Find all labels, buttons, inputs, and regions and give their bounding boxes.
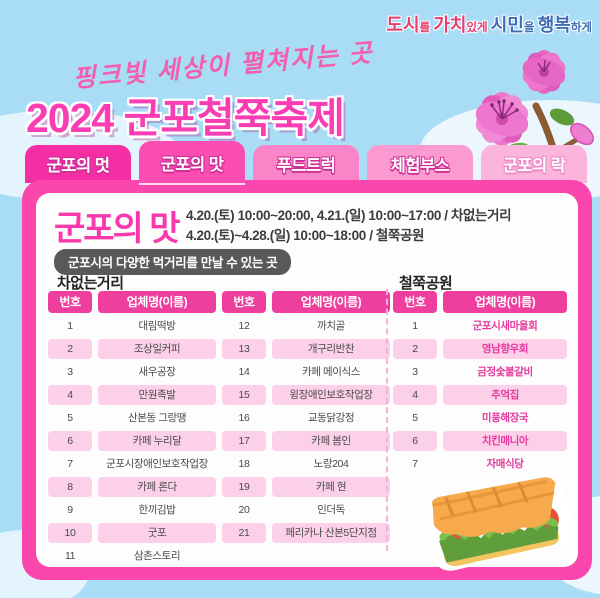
- vendor-name-cell: 미풍해장국: [481, 412, 529, 424]
- vendor-no-cell: 20: [238, 504, 250, 516]
- vendor-no-cell: 11: [64, 550, 76, 562]
- car-free-street-label: 차없는거리: [57, 275, 124, 292]
- vendor-name-cell: 윙장애인보호작업장: [272, 385, 390, 405]
- tab-bar: 군포의 멋 군포의 맛 푸드트럭 체험부스 군포의 락: [25, 141, 595, 185]
- vendor-no-cell: 14: [238, 366, 250, 378]
- vendor-no-cell: 1: [67, 320, 73, 332]
- vendor-name-cell: 카페 봄인: [272, 431, 390, 451]
- car-free-street-header: 차없는거리: [54, 272, 124, 293]
- vendor-no-cell: 9: [67, 504, 73, 516]
- city-slogan: 도시를 가치있게 시민을 행복하게: [386, 11, 592, 37]
- slogan-segment: 있게: [466, 22, 491, 34]
- slogan-segment: 도시: [386, 15, 420, 35]
- schedule-line-2: 4.20.(토)~4.28.(일) 10:00~18:00 / 철쭉공원: [186, 228, 424, 244]
- slogan-segment: 를: [419, 22, 434, 34]
- vendor-name-cell: 한끼김밥: [138, 504, 176, 516]
- vendor-name-cell: 추억집: [443, 385, 567, 405]
- vendor-no-cell: 5: [67, 412, 73, 424]
- vendor-name-cell: 카페 메이식스: [301, 366, 361, 378]
- column-header-name: 업체명(이름): [443, 291, 567, 313]
- vendor-name-cell: 인더독: [317, 504, 345, 516]
- sandwich-illustration: [425, 473, 576, 571]
- vendor-no-cell: 7: [67, 458, 73, 470]
- vendor-no-cell: 10: [48, 523, 92, 543]
- subtitle-pill: 군포시의 다양한 먹거리를 만날 수 있는 곳: [54, 249, 292, 275]
- vendor-name-cell: 만원족발: [98, 385, 216, 405]
- vendor-no-cell: 17: [222, 431, 266, 451]
- schedule-text: 4.20.(토) 10:00~20:00, 4.21.(일) 10:00~17:…: [186, 206, 512, 247]
- column-header-no: 번호: [48, 291, 92, 313]
- section-title: 군포의 맛: [54, 210, 181, 248]
- slogan-segment: 시민: [490, 15, 524, 35]
- festival-title: 2024 군포철쭉축제: [26, 95, 345, 141]
- vendor-no-cell: [222, 546, 266, 566]
- azalea-park-label: 철쭉공원: [399, 275, 453, 292]
- vendor-name-cell: 페리카나 산본5단지점: [272, 523, 390, 543]
- vendor-name-cell: 교동닭강정: [307, 412, 355, 424]
- vendor-name-cell: 카페 론다: [98, 477, 216, 497]
- vendor-no-cell: 4: [48, 385, 92, 405]
- tab-experience-booth[interactable]: 체험부스: [367, 145, 473, 183]
- vendor-name-cell: 까치골: [317, 320, 345, 332]
- vendor-no-cell: 15: [222, 385, 266, 405]
- vendor-no-cell: 13: [222, 339, 266, 359]
- vendor-name-cell: 카페 현: [272, 477, 390, 497]
- vendor-name-cell: 영남향우회: [443, 339, 567, 359]
- column-header-no: 번호: [222, 291, 266, 313]
- tab-gunpo-mat[interactable]: 군포의 맛: [139, 141, 245, 185]
- vendor-name-cell: 자매식당: [486, 458, 524, 470]
- vendor-no-cell: 12: [238, 320, 250, 332]
- vendor-no-cell: 4: [393, 385, 437, 405]
- azalea-park-table: 번호 업체명(이름) 1 군포시새마을회 2 영남향우회 3 금정숯불갈비 4 추억집 5 미풍해장국…: [393, 291, 567, 474]
- vendor-no-cell: 7: [412, 458, 418, 470]
- tab-food-truck[interactable]: 푸드트럭: [253, 145, 359, 183]
- slogan-segment: 을: [523, 22, 538, 34]
- dashed-divider: [386, 289, 388, 551]
- vendor-no-cell: 21: [222, 523, 266, 543]
- content-panel: 군포의 맛 4.20.(토) 10:00~20:00, 4.21.(일) 10:…: [22, 180, 592, 580]
- vendor-no-cell: 8: [48, 477, 92, 497]
- vendor-name-cell: 산본동 그랑땡: [127, 412, 187, 424]
- slogan-segment: 가치: [433, 15, 467, 35]
- vendor-no-cell: 3: [412, 366, 418, 378]
- vendor-name-cell: 노랑204: [313, 458, 349, 470]
- vendor-name-cell: 대림떡방: [138, 320, 176, 332]
- vendor-name-cell: 굿포: [98, 523, 216, 543]
- vendor-no-cell: 6: [48, 431, 92, 451]
- vendor-no-cell: 6: [393, 431, 437, 451]
- azalea-park-header: 철쭉공원: [396, 272, 453, 293]
- vendor-name-cell: 치킨매니아: [443, 431, 567, 451]
- tab-gunpo-mot[interactable]: 군포의 멋: [25, 145, 131, 183]
- vendor-no-cell: 19: [222, 477, 266, 497]
- vendor-no-cell: 3: [67, 366, 73, 378]
- vendor-name-cell: 삼촌스토리: [133, 550, 181, 562]
- content-inner: 군포의 맛 4.20.(토) 10:00~20:00, 4.21.(일) 10:…: [36, 193, 578, 571]
- vendor-no-cell: 16: [238, 412, 250, 424]
- schedule-line-1: 4.20.(토) 10:00~20:00, 4.21.(일) 10:00~17:…: [186, 208, 512, 223]
- vendor-name-cell: 새우공장: [138, 366, 176, 378]
- tab-gunpo-rock[interactable]: 군포의 락: [481, 145, 587, 183]
- vendor-name-cell: 카페 누리달: [98, 431, 216, 451]
- vendor-name-cell: 금정숯불갈비: [477, 366, 533, 378]
- vendor-no-cell: 2: [393, 339, 437, 359]
- vendor-no-cell: 18: [238, 458, 250, 470]
- vendor-name-cell: 군포시새마을회: [472, 320, 538, 332]
- car-free-street-table: 번호 업체명(이름) 번호 업체명(이름) 1 대림떡방 12 까치골 2 조상일커피 13 개구리반…: [48, 291, 390, 566]
- vendor-name-cell: [272, 546, 390, 566]
- vendor-name-cell: 군포시장애인보호작업장: [106, 458, 208, 470]
- slogan-segment: 하게: [570, 22, 592, 34]
- vendor-no-cell: 1: [412, 320, 418, 332]
- column-header-name: 업체명(이름): [98, 291, 216, 313]
- vendor-name-cell: 개구리반찬: [272, 339, 390, 359]
- column-header-no: 번호: [393, 291, 437, 313]
- slogan-segment: 행복: [537, 15, 571, 35]
- vendor-no-cell: 5: [412, 412, 418, 424]
- vendor-name-cell: 조상일커피: [98, 339, 216, 359]
- column-header-name: 업체명(이름): [272, 291, 390, 313]
- vendor-no-cell: 2: [48, 339, 92, 359]
